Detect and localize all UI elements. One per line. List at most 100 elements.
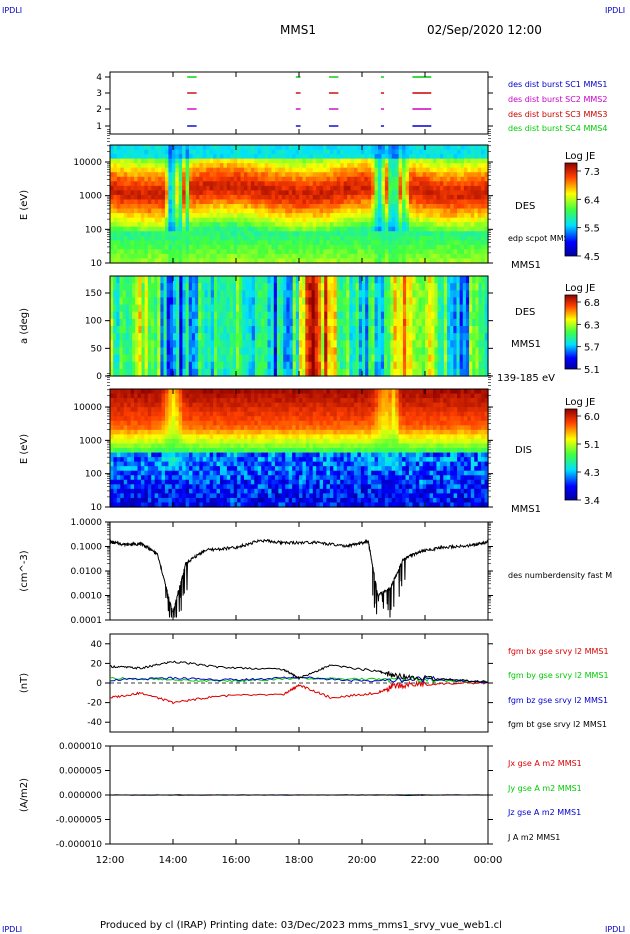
des-energy-cell (460, 204, 465, 210)
des-pitch-cell (239, 297, 243, 306)
des-pitch-cell (270, 276, 275, 284)
des-energy-cell (402, 194, 407, 201)
des-energy-cell (274, 185, 279, 191)
dis-energy-cell (110, 488, 115, 494)
des-pitch-cell (154, 304, 158, 313)
des-energy-cell (292, 231, 297, 237)
des-energy-cell (216, 190, 221, 196)
des-energy-cell (219, 185, 224, 191)
des-pitch-cell (176, 290, 180, 299)
des-pitch-cell (472, 347, 476, 356)
des-pitch-cell (317, 283, 322, 291)
des-pitch-cell (232, 311, 237, 320)
des-pitch-cell (289, 368, 294, 377)
des-pitch-cell (374, 354, 379, 363)
des-energy-cell (171, 158, 176, 164)
des-energy-cell (433, 253, 438, 260)
des-energy-cell (381, 249, 386, 255)
des-energy-cell (364, 217, 369, 223)
des-energy-cell (120, 172, 125, 178)
des-pitch-cell (157, 368, 161, 377)
des-energy-cell (299, 154, 304, 160)
des-energy-cell (195, 240, 200, 246)
des-energy-cell (477, 181, 482, 187)
des-pitch-cell (396, 347, 401, 356)
des-energy-cell (140, 190, 145, 196)
des-pitch-cell (308, 347, 313, 356)
des-energy-cell (164, 244, 170, 250)
des-pitch-cell (469, 368, 473, 377)
des-energy-cell (360, 208, 365, 214)
des-energy-cell (405, 172, 410, 178)
des-energy-cell (388, 176, 393, 182)
des-energy-cell (154, 194, 159, 201)
des-energy-cell (285, 249, 290, 255)
des-energy-cb-tick-label: 7.3 (584, 167, 600, 178)
des-energy-cell (113, 217, 118, 223)
des-pitch-cell (396, 326, 401, 334)
des-pitch-cell (380, 290, 385, 299)
des-energy-cell (364, 181, 369, 187)
des-energy-cell (123, 253, 128, 260)
des-energy-cell (433, 167, 438, 173)
des-pitch-cell (261, 354, 265, 363)
des-energy-cell (199, 204, 204, 210)
des-energy-cell (233, 185, 238, 191)
des-energy-cell (182, 149, 187, 155)
des-energy-cell (360, 185, 365, 191)
des-energy-cell (302, 194, 307, 201)
des-pitch-cell (390, 340, 395, 349)
des-energy-cell (477, 244, 482, 250)
des-energy-cell (371, 213, 376, 219)
dis-energy-cell (116, 443, 121, 449)
des-energy-cell (230, 253, 235, 260)
des-energy-cell (271, 231, 276, 237)
des-energy-cell (137, 154, 142, 160)
des-energy-cell (110, 190, 115, 196)
des-pitch-cell (393, 326, 398, 334)
dis-energy-cell (137, 443, 142, 449)
des-pitch-cell (125, 311, 130, 320)
des-pitch-cell (349, 297, 354, 306)
des-pitch-cell (484, 347, 489, 356)
des-energy-cell (161, 181, 166, 187)
des-pitch-cell (147, 290, 152, 299)
des-energy-cell (192, 190, 197, 196)
des-pitch-cell (481, 354, 486, 363)
des-pitch-cell (481, 340, 486, 349)
des-pitch-cell (191, 318, 196, 327)
des-energy-cell (168, 154, 173, 160)
des-energy-cell (353, 208, 359, 214)
des-energy-cell (247, 231, 252, 237)
des-energy-cell (305, 167, 310, 173)
des-pitch-cell (355, 354, 360, 363)
des-energy-cell (402, 185, 407, 191)
des-energy-cell (116, 249, 121, 255)
des-energy-cell (288, 258, 293, 264)
dis-energy-cell (130, 502, 135, 508)
des-energy-cell (343, 149, 348, 155)
des-energy-cell (326, 213, 331, 219)
des-energy-cell (419, 154, 424, 160)
des-energy-cell (209, 158, 214, 164)
des-pitch-cell (173, 311, 177, 320)
des-pitch-cell (173, 304, 177, 313)
des-energy-cell (474, 235, 479, 241)
des-energy-cell (443, 149, 448, 155)
des-energy-cell (206, 231, 211, 237)
dis-energy-cell (127, 420, 132, 426)
dis-energy-cell (127, 416, 132, 422)
des-energy-cell (175, 249, 180, 255)
dis-energy-cell (137, 393, 142, 399)
des-energy-cell (426, 149, 431, 155)
des-pitch-cell (469, 354, 473, 363)
des-energy-cell (295, 204, 300, 210)
dis-energy-cell (123, 443, 128, 449)
des-energy-cell (195, 154, 200, 160)
dis-energy-cell (110, 461, 115, 467)
des-pitch-cell (204, 297, 209, 306)
dis-energy-cell (144, 448, 149, 454)
des-pitch-cell (415, 347, 420, 356)
des-energy-cell (247, 258, 252, 264)
des-energy-cell (244, 258, 249, 264)
